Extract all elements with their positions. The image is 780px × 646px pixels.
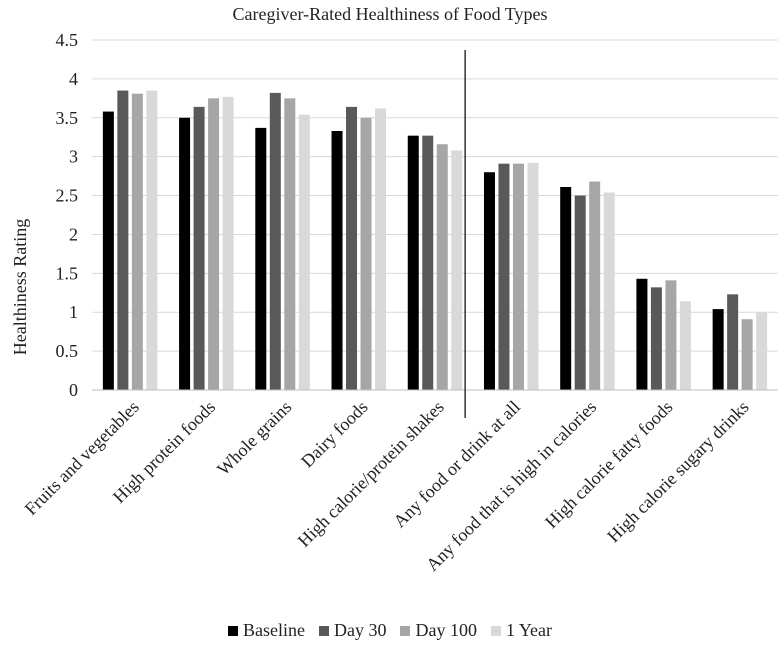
bar	[102, 111, 114, 391]
legend-item: 1 Year	[490, 620, 552, 641]
gridlines	[92, 39, 778, 352]
bar	[255, 127, 267, 390]
bar	[603, 192, 615, 390]
x-tick-label: High calorie/protein shakes	[294, 397, 448, 551]
bar	[375, 108, 387, 390]
legend-item: Baseline	[228, 620, 305, 641]
bar	[222, 96, 234, 391]
legend-item: Day 30	[318, 620, 387, 641]
bar	[131, 93, 143, 391]
bar	[422, 135, 434, 390]
bar	[331, 131, 343, 390]
bar	[512, 163, 524, 390]
bar	[574, 195, 586, 390]
bar	[179, 117, 191, 391]
bar	[679, 301, 691, 390]
legend-swatch	[490, 625, 501, 636]
y-tick-label: 3	[69, 147, 78, 167]
chart-title: Caregiver-Rated Healthiness of Food Type…	[233, 4, 548, 24]
bar	[727, 294, 739, 390]
bar	[193, 106, 205, 390]
bar	[527, 162, 539, 390]
x-tick-label: Whole grains	[213, 397, 295, 479]
legend: Baseline Day 30 Day 100 1 Year	[0, 620, 780, 641]
bar	[269, 92, 281, 390]
bar	[436, 144, 448, 390]
legend-swatch	[318, 625, 329, 636]
legend-label: Day 100	[415, 620, 477, 640]
bars	[102, 90, 768, 391]
legend-swatch	[400, 625, 411, 636]
bar	[560, 187, 572, 390]
legend-label: Baseline	[243, 620, 305, 640]
y-tick-label: 4	[69, 69, 78, 89]
y-tick-label: 1	[69, 302, 78, 322]
y-tick-label: 3.5	[56, 108, 79, 128]
legend-label: Day 30	[333, 620, 387, 640]
y-tick-label: 4.5	[56, 30, 79, 50]
y-tick-label: 2.5	[56, 186, 79, 206]
bar	[451, 150, 463, 390]
bar	[360, 117, 372, 391]
bar	[498, 163, 510, 390]
bar	[117, 90, 129, 391]
bar	[665, 280, 677, 390]
y-tick-label: 2	[69, 224, 78, 244]
legend-item: Day 100	[400, 620, 477, 641]
y-tick-label: 0.5	[56, 341, 79, 361]
y-axis-label: Healthiness Rating	[10, 219, 30, 355]
legend-label: 1 Year	[505, 620, 552, 640]
x-tick-label: Dairy foods	[297, 397, 372, 472]
bar	[741, 319, 753, 390]
bar	[208, 98, 220, 390]
bar	[650, 287, 662, 390]
bar	[589, 181, 601, 390]
bar	[146, 90, 158, 391]
bar	[483, 172, 495, 390]
bar	[636, 278, 648, 390]
y-tick-label: 1.5	[56, 263, 79, 283]
bar	[284, 98, 296, 390]
bar	[756, 312, 768, 390]
bar	[298, 114, 310, 391]
y-axis-ticks: 0 0.5 1 1.5 2 2.5 3 3.5 4 4.5	[56, 30, 79, 400]
bar	[407, 135, 419, 390]
bar	[712, 309, 724, 390]
x-tick-label: High calorie sugary drinks	[603, 397, 753, 547]
x-tick-label: High calorie fatty foods	[541, 397, 676, 532]
bar	[346, 106, 358, 390]
legend-swatch	[228, 625, 238, 636]
x-tick-label: Any food or drink at all	[389, 397, 524, 532]
y-tick-label: 0	[69, 380, 78, 400]
